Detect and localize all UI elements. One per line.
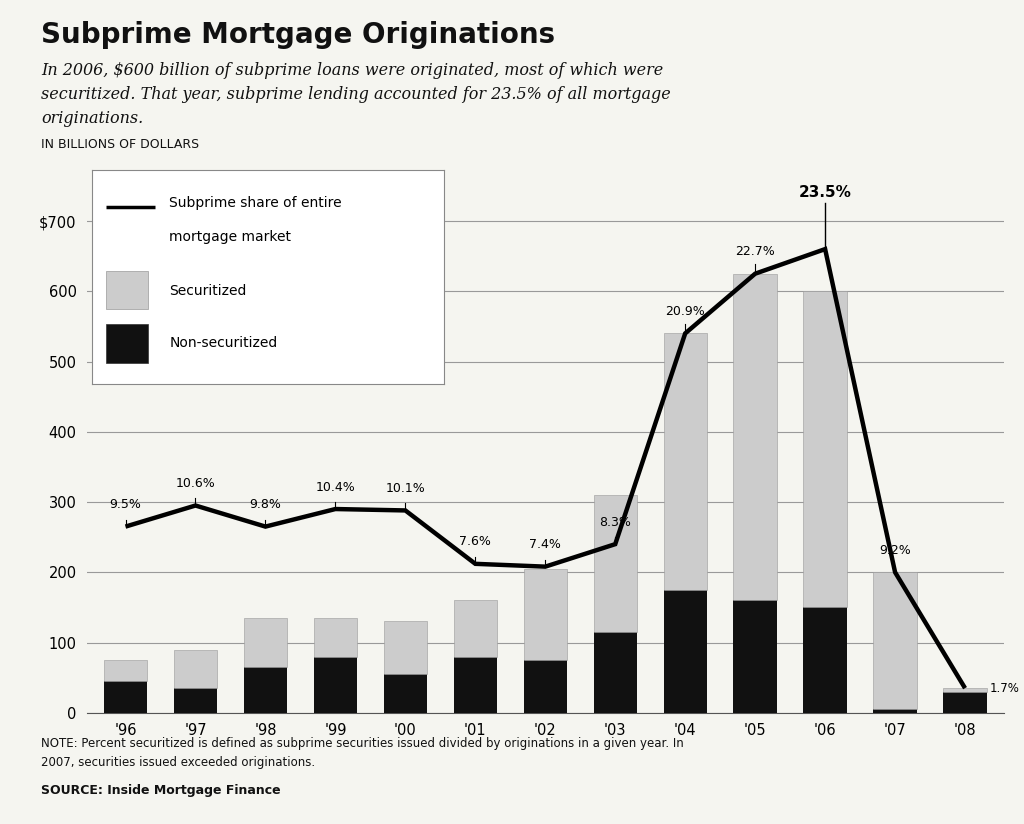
Bar: [664, 334, 707, 590]
Text: securitized. That year, subprime lending accounted for 23.5% of all mortgage: securitized. That year, subprime lending…: [41, 86, 671, 103]
Bar: [943, 691, 987, 713]
Bar: [664, 590, 707, 713]
Bar: [174, 649, 217, 688]
Bar: [594, 495, 637, 632]
Text: IN BILLIONS OF DOLLARS: IN BILLIONS OF DOLLARS: [41, 138, 199, 152]
Text: 2007, securities issued exceeded originations.: 2007, securities issued exceeded origina…: [41, 756, 315, 770]
Text: 1.7%: 1.7%: [989, 681, 1020, 695]
Bar: [103, 681, 147, 713]
Bar: [244, 667, 287, 713]
Bar: [313, 657, 357, 713]
Text: In 2006, $600 billion of subprime loans were originated, most of which were: In 2006, $600 billion of subprime loans …: [41, 62, 664, 79]
Bar: [103, 660, 147, 681]
Bar: [454, 657, 497, 713]
Text: 10.4%: 10.4%: [315, 480, 355, 494]
Bar: [873, 572, 916, 709]
Bar: [523, 569, 567, 660]
Text: originations.: originations.: [41, 110, 143, 127]
Bar: [174, 688, 217, 713]
Text: Subprime Mortgage Originations: Subprime Mortgage Originations: [41, 21, 555, 49]
Bar: [313, 618, 357, 657]
Bar: [943, 688, 987, 691]
Text: 10.6%: 10.6%: [175, 477, 215, 490]
Bar: [873, 709, 916, 713]
Bar: [244, 618, 287, 667]
Text: 23.5%: 23.5%: [799, 185, 852, 200]
Text: 7.4%: 7.4%: [529, 538, 561, 551]
Text: 22.7%: 22.7%: [735, 246, 775, 258]
Text: NOTE: Percent securitized is defined as subprime securities issued divided by or: NOTE: Percent securitized is defined as …: [41, 737, 684, 751]
Bar: [733, 601, 777, 713]
Bar: [804, 607, 847, 713]
Bar: [594, 632, 637, 713]
Text: 7.6%: 7.6%: [460, 536, 492, 549]
Bar: [523, 660, 567, 713]
Text: 8.3%: 8.3%: [599, 516, 631, 529]
Text: 20.9%: 20.9%: [666, 305, 706, 318]
Bar: [384, 674, 427, 713]
Bar: [733, 274, 777, 601]
Text: 9.5%: 9.5%: [110, 499, 141, 511]
Text: 9.8%: 9.8%: [250, 499, 282, 511]
Text: 10.1%: 10.1%: [385, 482, 425, 495]
Bar: [454, 601, 497, 657]
Text: SOURCE: Inside Mortgage Finance: SOURCE: Inside Mortgage Finance: [41, 784, 281, 798]
Text: 9.2%: 9.2%: [880, 544, 911, 557]
Bar: [384, 621, 427, 674]
Bar: [804, 291, 847, 607]
